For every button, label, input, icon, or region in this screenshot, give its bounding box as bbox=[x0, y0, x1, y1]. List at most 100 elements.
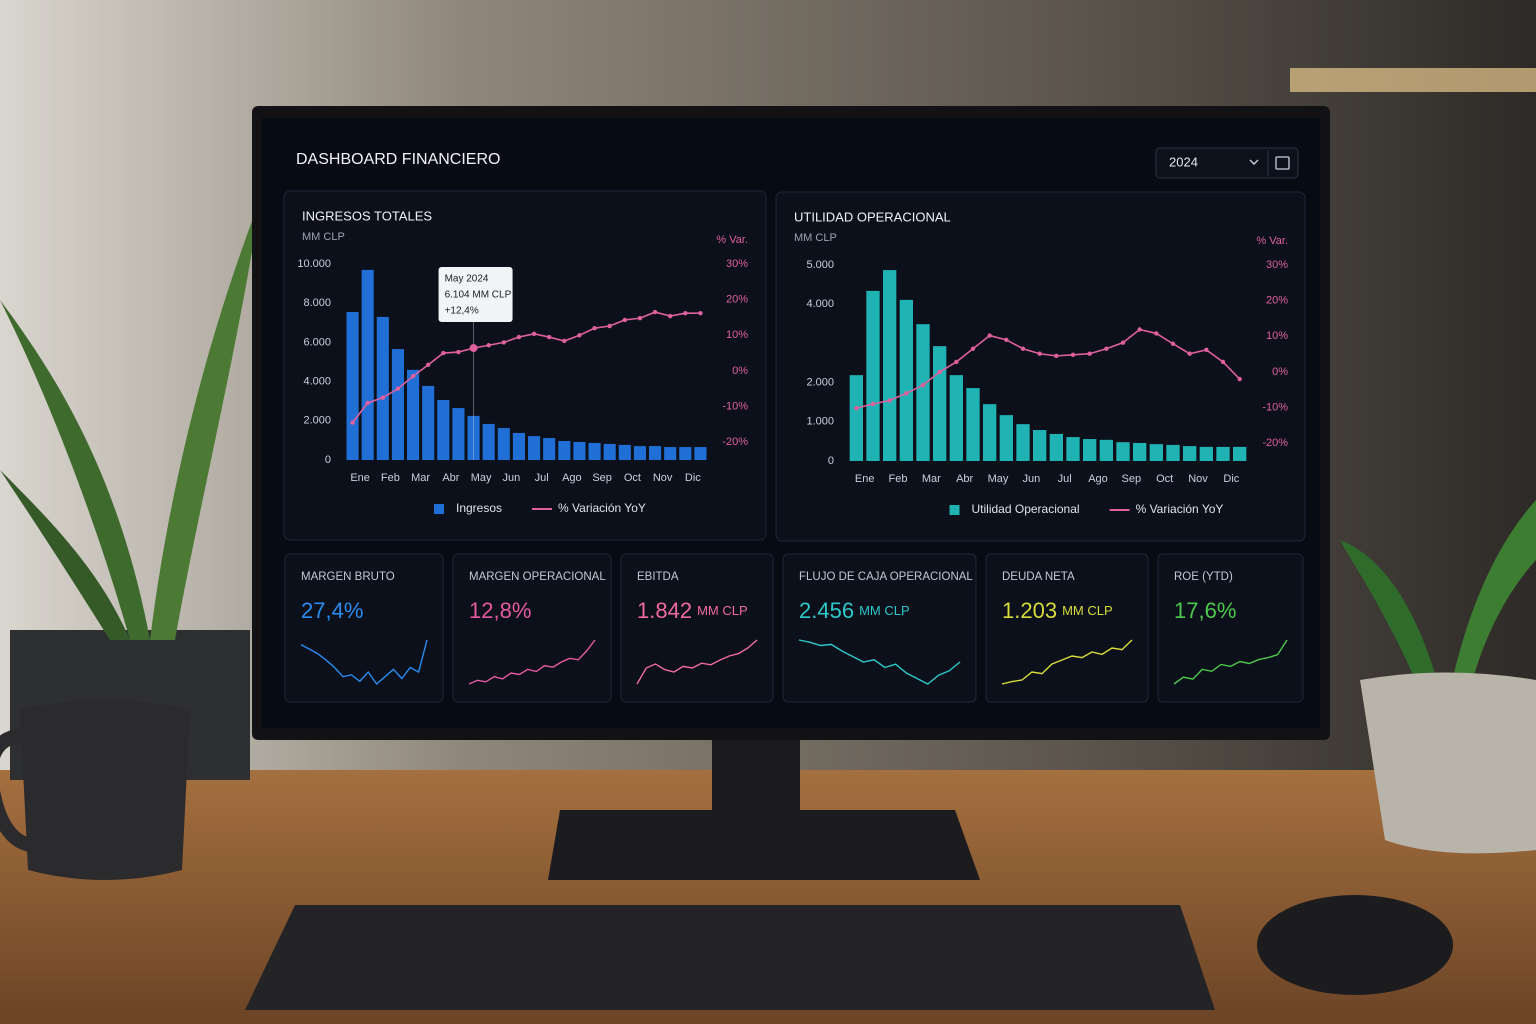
kpi-number: 17,6% bbox=[1174, 598, 1236, 623]
line-point bbox=[486, 343, 491, 348]
bar bbox=[1133, 442, 1147, 461]
bar bbox=[543, 438, 556, 460]
sparkline bbox=[1001, 639, 1133, 685]
x-tick-label: Ene bbox=[350, 472, 370, 484]
bar bbox=[1016, 424, 1030, 461]
year-value[interactable]: 2024 bbox=[1169, 154, 1198, 169]
line-point bbox=[622, 317, 628, 323]
bar bbox=[866, 290, 880, 461]
line-point bbox=[380, 395, 386, 400]
kpi-card bbox=[782, 553, 977, 703]
kpi-number: 1.203 bbox=[1002, 598, 1057, 623]
bar bbox=[883, 270, 897, 461]
x-tick-label: Jun bbox=[1022, 473, 1040, 485]
kpi-value: 17,6% bbox=[1174, 598, 1236, 623]
ceiling-light bbox=[1290, 68, 1536, 92]
line-point bbox=[1020, 346, 1026, 351]
line-point bbox=[607, 323, 612, 329]
y2-tick-label: 30% bbox=[1266, 259, 1288, 271]
legend-label: % Variación YoY bbox=[558, 501, 646, 515]
x-tick-label: Ago bbox=[562, 472, 582, 484]
y-tick-label: 4.000 bbox=[806, 298, 834, 310]
line-point bbox=[887, 398, 892, 403]
bar bbox=[1216, 446, 1230, 461]
kpi-value: 1.842 MM CLP bbox=[637, 598, 748, 623]
bar bbox=[422, 385, 435, 460]
tooltip-point bbox=[469, 344, 478, 353]
bar bbox=[983, 404, 997, 461]
x-tick-label: May bbox=[988, 473, 1009, 485]
bar bbox=[679, 447, 692, 460]
y2-tick-label: 0% bbox=[732, 365, 748, 377]
line-point bbox=[970, 346, 976, 351]
bar bbox=[694, 447, 707, 460]
kpi-card bbox=[1157, 553, 1304, 703]
bar bbox=[1149, 444, 1163, 461]
legend-swatch bbox=[949, 505, 960, 515]
bar bbox=[437, 400, 450, 460]
bar bbox=[528, 436, 541, 460]
y2-tick-label: -10% bbox=[722, 400, 748, 412]
kpi-unit: MM CLP bbox=[859, 603, 910, 618]
y2-tick-label: 10% bbox=[726, 329, 748, 341]
sparkline bbox=[468, 639, 596, 685]
mouse bbox=[1257, 895, 1453, 995]
bar bbox=[1166, 444, 1180, 461]
bar bbox=[407, 369, 420, 460]
y-tick-label: 8.000 bbox=[303, 297, 331, 309]
x-tick-label: Feb bbox=[889, 473, 908, 485]
bar bbox=[1183, 446, 1197, 461]
x-tick-label: Feb bbox=[381, 472, 400, 484]
line-point bbox=[577, 333, 582, 338]
kpi-unit: MM CLP bbox=[1062, 603, 1113, 618]
bar bbox=[949, 375, 963, 461]
x-tick-label: Jun bbox=[503, 472, 521, 484]
kpi-card bbox=[452, 553, 612, 703]
line-point bbox=[516, 334, 522, 340]
line-point bbox=[425, 362, 431, 368]
kpi-number: 27,4% bbox=[301, 598, 363, 623]
kpi-card bbox=[620, 553, 774, 703]
bar bbox=[497, 428, 510, 460]
kpi-title: EBITDA bbox=[637, 571, 679, 583]
bar bbox=[1233, 446, 1247, 461]
bar bbox=[361, 269, 374, 460]
x-tick-label: Nov bbox=[1188, 473, 1208, 485]
line-point bbox=[1204, 347, 1209, 353]
y-tick-label: 2.000 bbox=[806, 377, 834, 389]
x-tick-label: May bbox=[471, 472, 492, 484]
x-tick-label: Ago bbox=[1088, 473, 1108, 485]
line-point bbox=[870, 401, 876, 407]
kpi-card bbox=[284, 553, 444, 703]
x-tick-label: Oct bbox=[1156, 473, 1173, 485]
line-point bbox=[854, 406, 859, 411]
chart-panel bbox=[775, 191, 1306, 542]
kpi-card bbox=[985, 553, 1149, 703]
x-tick-label: Jul bbox=[1058, 473, 1072, 485]
line-point bbox=[1054, 353, 1059, 359]
line-point bbox=[562, 338, 567, 344]
bar bbox=[573, 441, 586, 460]
y-tick-label: 1.000 bbox=[806, 416, 834, 428]
line-series bbox=[856, 328, 1241, 410]
kpi-title: MARGEN BRUTO bbox=[301, 571, 395, 583]
kpi-value: 1.203 MM CLP bbox=[1002, 598, 1113, 623]
y2-tick-label: 0% bbox=[1272, 366, 1288, 378]
kpi-title: MARGEN OPERACIONAL bbox=[469, 571, 606, 583]
tooltip-text: May 2024 bbox=[445, 274, 489, 285]
y-tick-label: 5.000 bbox=[806, 259, 834, 271]
line-point bbox=[937, 369, 942, 375]
year-select[interactable]: 2024 bbox=[1155, 147, 1299, 179]
bar bbox=[899, 299, 913, 461]
line-point bbox=[592, 325, 597, 331]
bar bbox=[482, 423, 495, 460]
bar bbox=[618, 444, 631, 460]
y-tick-label: 0 bbox=[325, 454, 331, 466]
line-point bbox=[531, 331, 537, 337]
sparkline bbox=[798, 639, 961, 685]
kpi-title: DEUDA NETA bbox=[1002, 571, 1075, 583]
y2-tick-label: -10% bbox=[1262, 401, 1288, 413]
line-point bbox=[1070, 352, 1076, 358]
bar bbox=[558, 440, 571, 460]
y-tick-label: 0 bbox=[828, 455, 834, 467]
